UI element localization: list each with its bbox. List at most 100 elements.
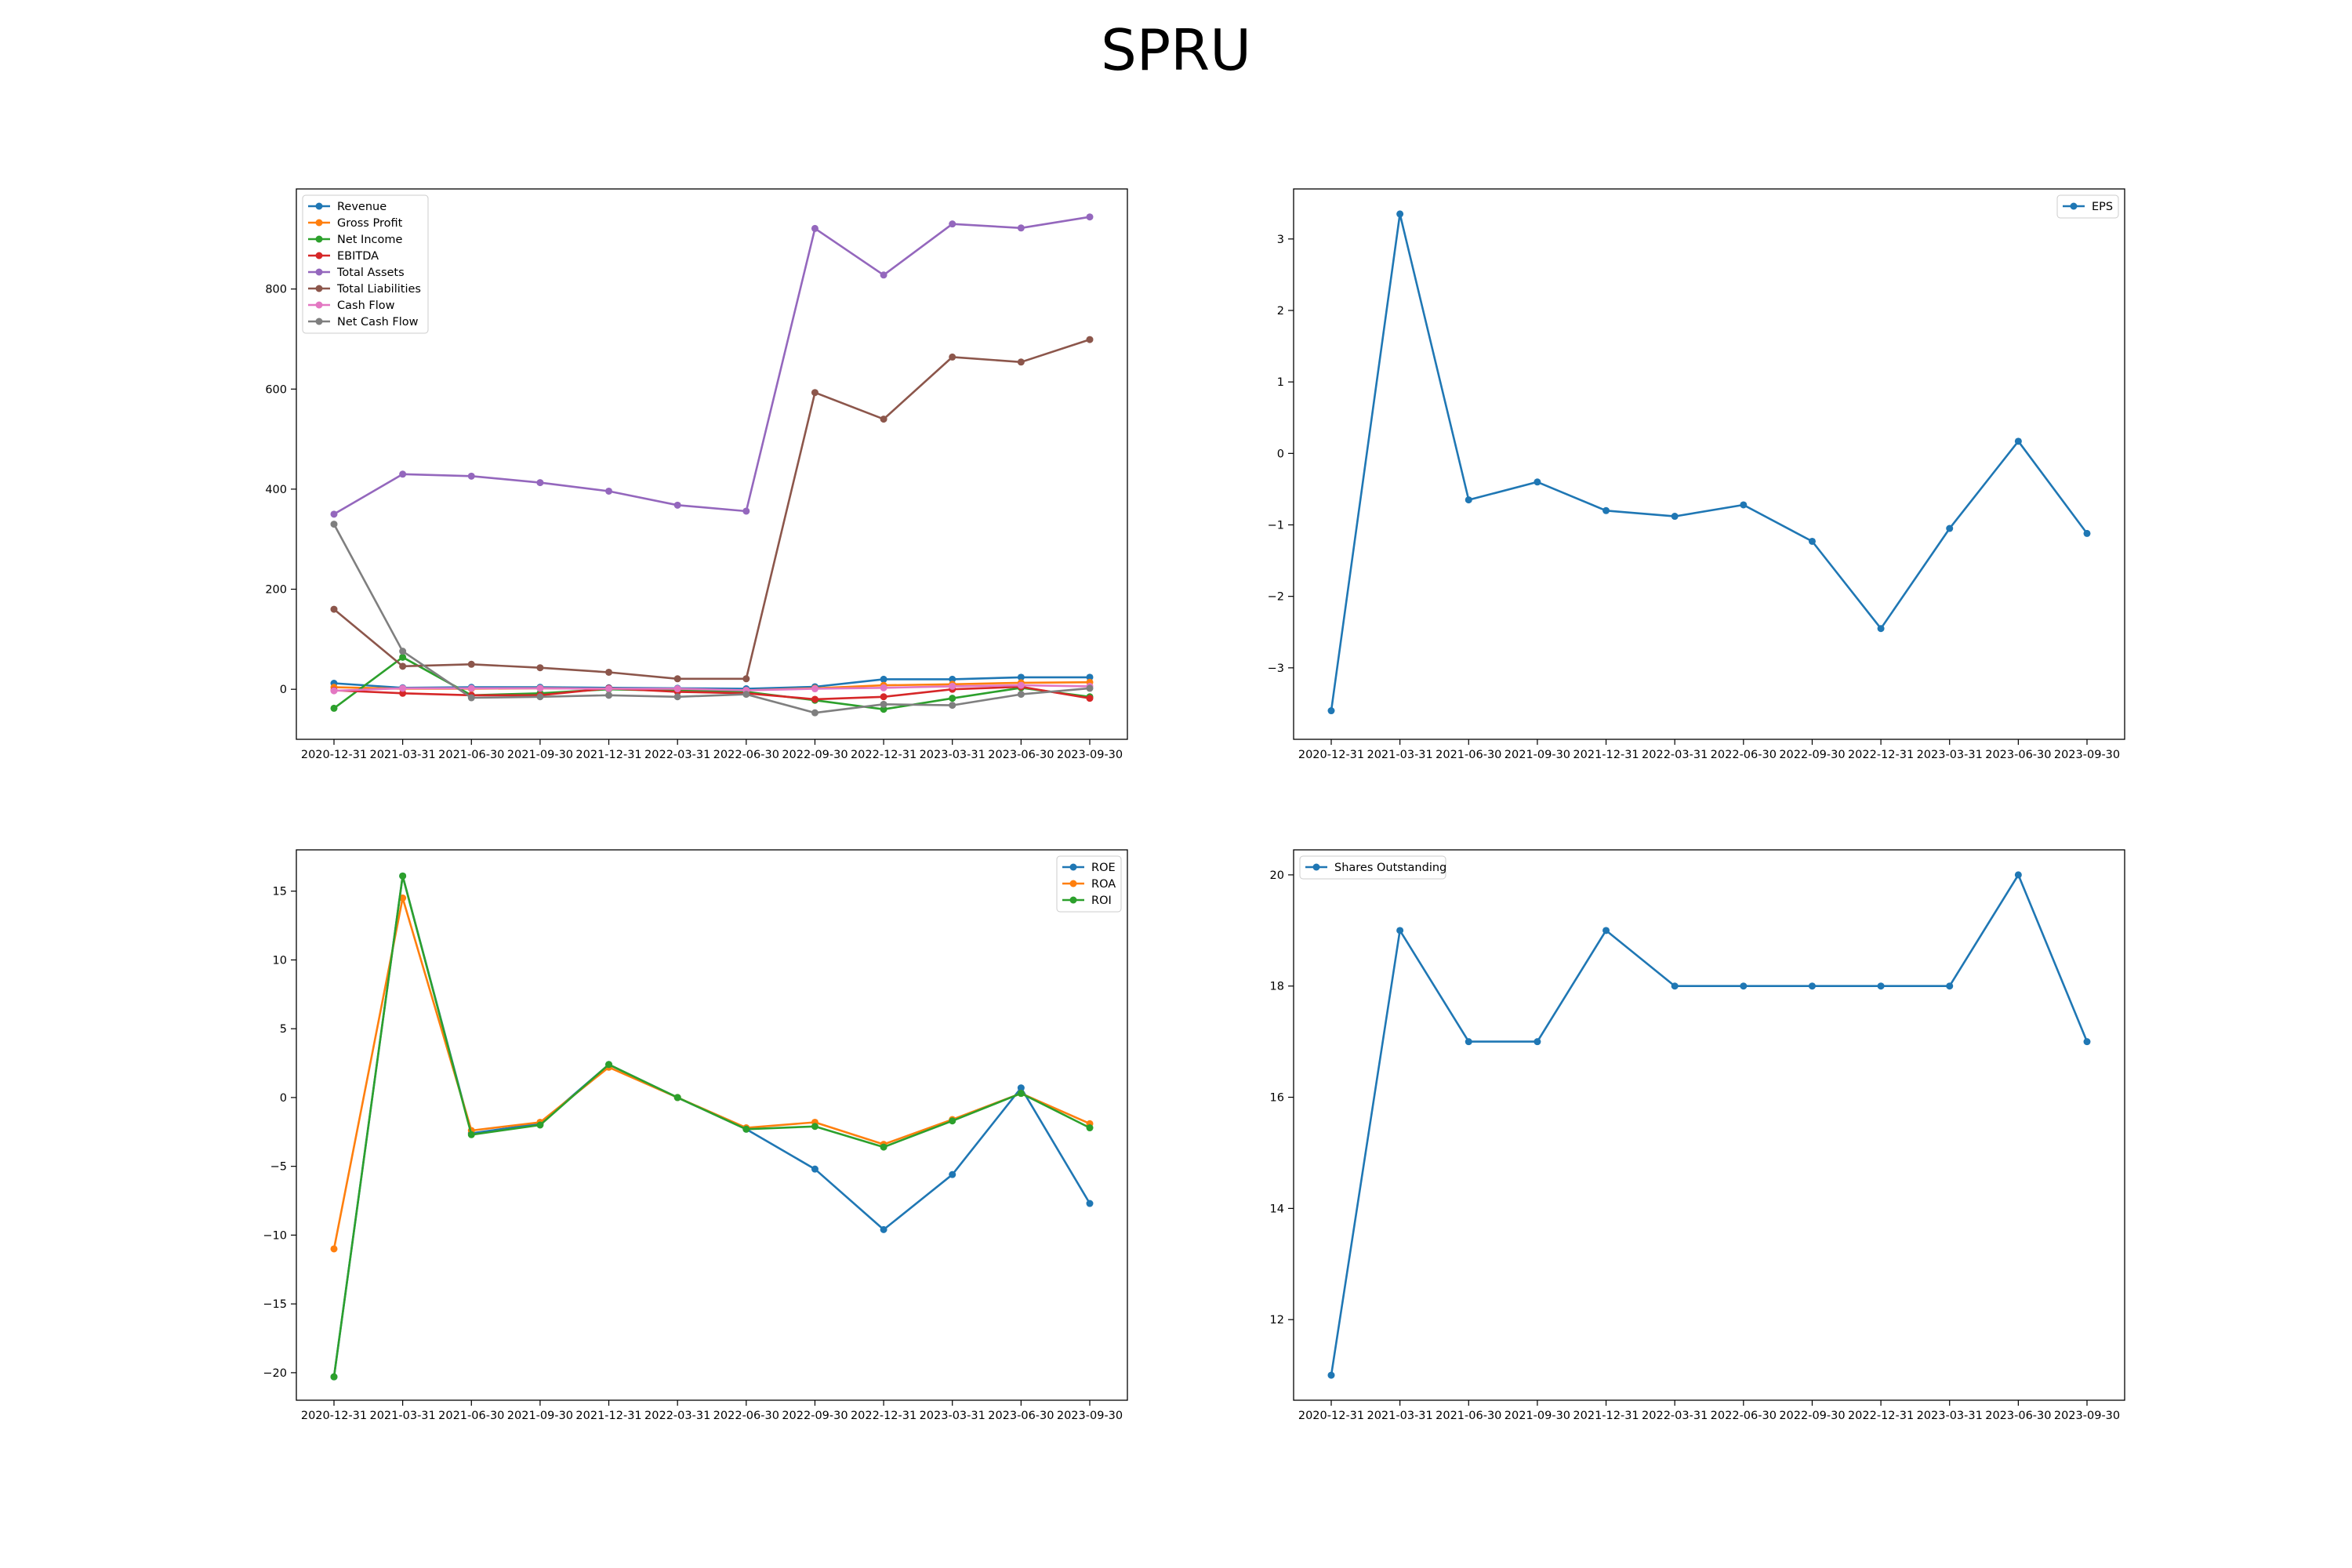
data-point [742,675,750,683]
y-tick-label: 14 [1270,1203,1284,1215]
data-point [536,684,544,692]
data-point [330,1373,338,1381]
y-tick-label: −15 [263,1298,287,1311]
legend-marker [2070,202,2078,210]
series-line-shares-outstanding [1330,873,2089,1376]
data-point [2014,871,2022,879]
legend: Revenue Gross Profit Net Income EBITDA Total… [302,194,429,334]
y-tick-label: 200 [265,584,287,597]
y-tick-label: −10 [263,1229,287,1242]
legend-label: ROI [1091,895,1112,907]
data-point [949,702,956,710]
chart-panel-2: 2020-12-31 2021-03-31 2021-06-30 2021-09-30… [1268,188,2125,761]
legend-label: Gross Profit [337,217,403,230]
series-line-roe [332,875,1091,1377]
legend-marker [315,318,323,325]
data-point [949,695,956,702]
legend-label: EBITDA [337,250,379,263]
data-point [605,685,613,693]
x-tick-label: 2021-09-30 [507,749,573,761]
chart-title: SPRU [1101,17,1251,83]
data-point [605,1061,613,1069]
x-tick-label: 2022-03-31 [644,749,710,761]
x-tick-label: 2021-06-30 [1436,749,1501,761]
data-point [330,510,338,518]
plot-frame [296,849,1128,1401]
data-point [1465,1038,1472,1046]
legend-label: Net Income [337,234,402,246]
y-tick-label: −5 [270,1161,287,1174]
data-point [1946,524,1954,532]
x-tick-label: 2020-12-31 [301,749,367,761]
data-point [399,689,407,697]
x-tick-label: 2023-06-30 [988,1410,1054,1422]
data-point [1740,501,1748,509]
data-point [1086,336,1094,343]
x-tick-label: 2023-09-30 [2054,1410,2120,1422]
data-point [880,684,887,691]
data-point [1017,681,1025,689]
data-point [330,605,338,613]
legend-label: Net Cash Flow [337,316,419,328]
data-point [536,664,544,672]
y-tick-label: −3 [1268,662,1284,675]
y-tick-label: 10 [273,954,287,967]
plot-frame [1293,188,2125,740]
data-point [880,693,887,701]
x-tick-label: 2020-12-31 [1298,749,1364,761]
data-point [330,1245,338,1253]
data-point [1017,358,1025,366]
series-line-roa [332,897,1091,1250]
data-point [1017,224,1025,232]
x-tick-label: 2023-03-31 [920,1410,985,1422]
legend-label: Shares Outstanding [1334,862,1446,874]
data-point [1017,673,1025,681]
data-point [742,1125,750,1133]
data-point [467,694,475,702]
x-tick-label: 2021-12-31 [575,1410,641,1422]
data-point [1602,927,1610,935]
x-tick-label: 2021-03-31 [1367,1410,1432,1422]
data-point [811,695,818,703]
data-point [1465,496,1472,504]
y-tick-label: 600 [265,383,287,396]
x-tick-label: 2022-06-30 [1711,1410,1777,1422]
legend-marker [1312,863,1320,871]
data-point [880,675,887,683]
x-tick-label: 2023-06-30 [1985,1410,2051,1422]
legend-marker [1069,880,1077,887]
x-tick-label: 2022-03-31 [1642,1410,1708,1422]
y-tick-label: 3 [1277,234,1284,246]
legend-label: Total Assets [336,267,405,279]
data-point [1086,673,1094,681]
data-point [399,470,407,478]
x-tick-label: 2021-12-31 [1573,749,1639,761]
data-point [949,1117,956,1125]
y-tick-label: 16 [1270,1092,1284,1105]
data-point [742,507,750,515]
data-point [605,487,613,495]
x-tick-label: 2020-12-31 [1298,1410,1364,1422]
data-point [1086,213,1094,221]
legend-label: ROE [1091,862,1116,874]
legend-label: Revenue [337,201,387,213]
data-point [467,684,475,692]
data-point [399,648,407,655]
legend: EPS [2056,194,2119,219]
x-tick-label: 2022-06-30 [713,1410,779,1422]
data-point [399,653,407,661]
data-point [880,700,887,708]
data-point [880,706,887,713]
x-tick-label: 2023-09-30 [2054,749,2120,761]
data-point [673,675,681,683]
series-line-cash-flow [333,684,1091,692]
data-point [1877,625,1885,633]
y-tick-label: 0 [1277,448,1284,460]
legend-marker [315,252,323,260]
x-tick-label: 2023-06-30 [988,749,1054,761]
x-tick-label: 2021-09-30 [1504,1410,1570,1422]
chart-panel-3: 2020-12-31 2021-03-31 2021-06-30 2021-09-30… [263,849,1128,1422]
data-point [2083,529,2091,537]
x-tick-label: 2022-09-30 [782,749,848,761]
x-tick-label: 2023-03-31 [1917,1410,1983,1422]
